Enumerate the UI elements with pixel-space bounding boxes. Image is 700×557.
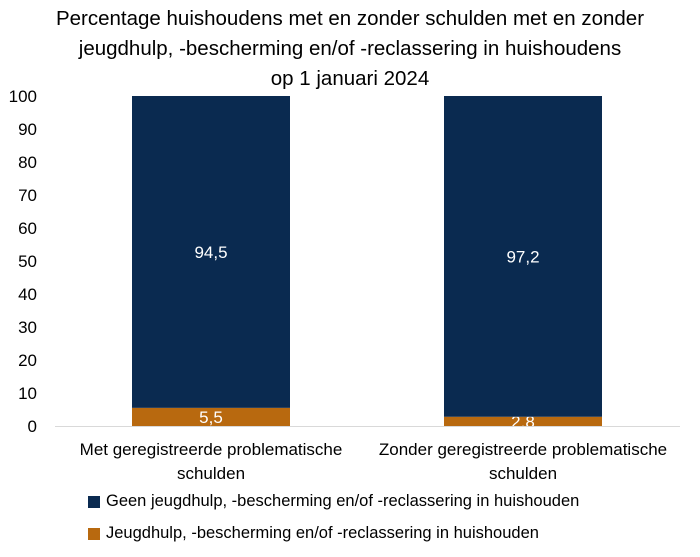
category-label-0-line-1: Met geregistreerde problematische: [79, 440, 343, 459]
bar-segment: [444, 416, 602, 426]
category-label-1-line-2: schulden: [488, 464, 558, 483]
chart-title: Percentage huishoudens met en zonder sch…: [0, 4, 700, 94]
legend-item-jeugdhulp: Jeugdhulp, -bescherming en/of -reclasser…: [88, 524, 539, 543]
category-label-0-line-2: schulden: [176, 464, 246, 483]
y-tick-label: 10: [18, 384, 37, 403]
y-tick-label: 60: [18, 219, 37, 238]
legend-label-geen: Geen jeugdhulp, -bescherming en/of -recl…: [106, 492, 580, 510]
y-tick-label: 20: [18, 351, 37, 370]
data-label: 5,5: [199, 408, 223, 427]
category-label-1: Zonder geregistreerde problematische sch…: [358, 438, 688, 486]
data-label: 97,2: [506, 247, 539, 266]
title-line-1: Percentage huishoudens met en zonder sch…: [55, 7, 645, 30]
bar-segment: [444, 96, 602, 417]
y-tick-label: 100: [9, 87, 37, 106]
category-label-0: Met geregistreerde problematische schuld…: [46, 438, 376, 486]
y-tick-label: 80: [18, 153, 37, 172]
y-tick-label: 70: [18, 186, 37, 205]
y-tick-label: 30: [18, 318, 37, 337]
data-label: 94,5: [194, 243, 227, 262]
bar-segment: [132, 407, 290, 426]
y-tick-label: 0: [28, 417, 37, 436]
bar-segment: [132, 96, 290, 408]
legend-item-geen: Geen jeugdhulp, -bescherming en/of -recl…: [88, 492, 579, 511]
category-label-1-line-1: Zonder geregistreerde problematische: [378, 440, 668, 459]
title-line-2: jeugdhulp, -bescherming en/of -reclasser…: [78, 37, 622, 60]
legend-swatch-jeugdhulp: [88, 527, 100, 540]
y-tick-label: 40: [18, 285, 37, 304]
y-tick-label: 50: [18, 252, 37, 271]
legend-label-jeugdhulp: Jeugdhulp, -bescherming en/of -reclasser…: [106, 524, 539, 542]
y-tick-label: 90: [18, 120, 37, 139]
legend-swatch-geen: [88, 495, 100, 508]
title-line-3: op 1 januari 2024: [270, 67, 430, 90]
